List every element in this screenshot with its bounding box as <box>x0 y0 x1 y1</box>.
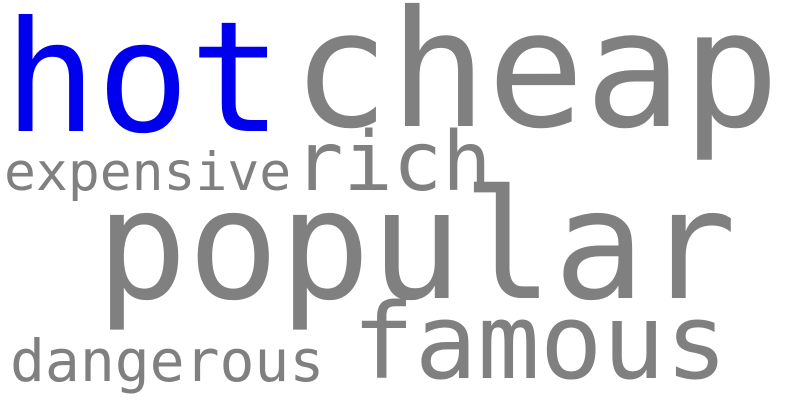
word-cheap: cheap <box>292 0 780 165</box>
word-rich: rich <box>294 115 492 210</box>
word-dangerous: dangerous <box>10 327 325 395</box>
word-hot: hot <box>4 0 283 168</box>
word-popular: popular <box>96 157 737 334</box>
word-famous: famous <box>352 281 728 400</box>
word-expensive: expensive <box>4 142 292 203</box>
